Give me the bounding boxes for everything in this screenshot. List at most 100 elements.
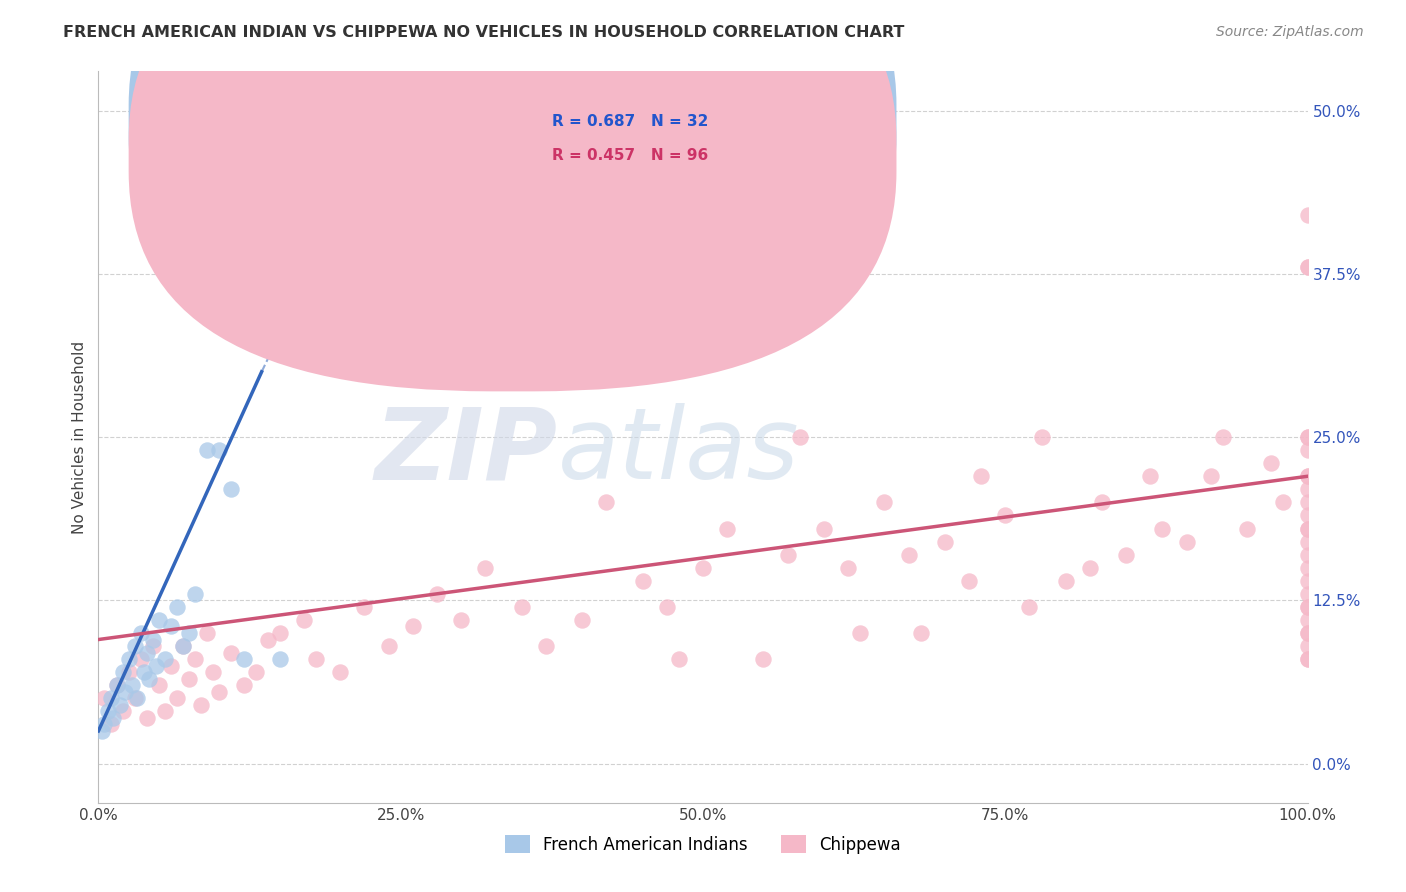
- Point: [1296, 521, 1319, 535]
- Point: [776, 548, 799, 562]
- Point: [190, 698, 212, 712]
- Point: [160, 619, 183, 633]
- Point: [1296, 260, 1319, 275]
- Point: [148, 678, 170, 692]
- Point: [202, 665, 225, 680]
- Y-axis label: No Vehicles in Household: No Vehicles in Household: [72, 341, 87, 533]
- FancyBboxPatch shape: [129, 0, 897, 357]
- Point: [208, 443, 231, 458]
- Point: [1236, 521, 1258, 535]
- Point: [716, 521, 738, 535]
- Point: [221, 483, 243, 497]
- Point: [910, 626, 932, 640]
- Point: [837, 560, 859, 574]
- Point: [184, 587, 207, 601]
- Point: [195, 443, 218, 458]
- Point: [105, 678, 128, 692]
- Point: [108, 698, 131, 712]
- Point: [1296, 587, 1319, 601]
- Point: [135, 646, 157, 660]
- Point: [148, 613, 170, 627]
- Point: [1091, 495, 1114, 509]
- Point: [631, 574, 654, 588]
- Point: [789, 430, 811, 444]
- Point: [142, 632, 165, 647]
- Point: [1272, 495, 1295, 509]
- Point: [245, 665, 267, 680]
- Point: [1152, 521, 1174, 535]
- Point: [1296, 652, 1319, 666]
- Point: [118, 652, 141, 666]
- Text: FRENCH AMERICAN INDIAN VS CHIPPEWA NO VEHICLES IN HOUSEHOLD CORRELATION CHART: FRENCH AMERICAN INDIAN VS CHIPPEWA NO VE…: [63, 25, 904, 40]
- Point: [1296, 639, 1319, 653]
- Point: [571, 613, 593, 627]
- Point: [100, 691, 122, 706]
- Point: [269, 652, 291, 666]
- Point: [813, 521, 835, 535]
- Point: [179, 672, 201, 686]
- Point: [1296, 626, 1319, 640]
- Point: [153, 705, 176, 719]
- Point: [1260, 456, 1282, 470]
- Point: [957, 574, 980, 588]
- Point: [1115, 548, 1137, 562]
- Point: [221, 646, 243, 660]
- Point: [849, 626, 872, 640]
- Point: [166, 691, 188, 706]
- Point: [93, 717, 115, 731]
- Point: [179, 626, 201, 640]
- Point: [135, 711, 157, 725]
- Text: atlas: atlas: [558, 403, 800, 500]
- Point: [160, 658, 183, 673]
- Point: [172, 639, 194, 653]
- Legend: French American Indians, Chippewa: French American Indians, Chippewa: [498, 829, 908, 860]
- Point: [245, 300, 267, 314]
- Point: [127, 691, 149, 706]
- Point: [1212, 430, 1234, 444]
- Point: [752, 652, 775, 666]
- Point: [1175, 534, 1198, 549]
- Point: [111, 665, 134, 680]
- Point: [1296, 508, 1319, 523]
- Point: [305, 652, 328, 666]
- Point: [994, 508, 1017, 523]
- Point: [1296, 599, 1319, 614]
- Point: [1054, 574, 1077, 588]
- Point: [1296, 430, 1319, 444]
- Point: [1199, 469, 1222, 483]
- Point: [138, 672, 160, 686]
- Point: [1296, 208, 1319, 222]
- Point: [1139, 469, 1161, 483]
- Point: [1296, 560, 1319, 574]
- Point: [655, 599, 678, 614]
- Point: [121, 678, 143, 692]
- Point: [100, 717, 122, 731]
- FancyBboxPatch shape: [129, 0, 897, 392]
- Point: [1296, 626, 1319, 640]
- Point: [897, 548, 920, 562]
- Text: R = 0.687   N = 32: R = 0.687 N = 32: [551, 113, 709, 128]
- Point: [426, 587, 449, 601]
- Point: [145, 658, 167, 673]
- Point: [118, 665, 141, 680]
- Point: [93, 691, 115, 706]
- Point: [129, 626, 152, 640]
- Point: [195, 626, 218, 640]
- Point: [129, 652, 152, 666]
- Point: [208, 685, 231, 699]
- Point: [474, 560, 496, 574]
- Point: [595, 495, 617, 509]
- Text: R = 0.457   N = 96: R = 0.457 N = 96: [551, 148, 709, 163]
- Point: [1018, 599, 1040, 614]
- Point: [232, 678, 254, 692]
- Point: [1296, 599, 1319, 614]
- Point: [256, 632, 278, 647]
- Point: [970, 469, 993, 483]
- Point: [184, 652, 207, 666]
- Point: [101, 711, 124, 725]
- Point: [1296, 443, 1319, 458]
- Point: [377, 639, 399, 653]
- Point: [329, 665, 352, 680]
- Point: [172, 639, 194, 653]
- Point: [534, 639, 557, 653]
